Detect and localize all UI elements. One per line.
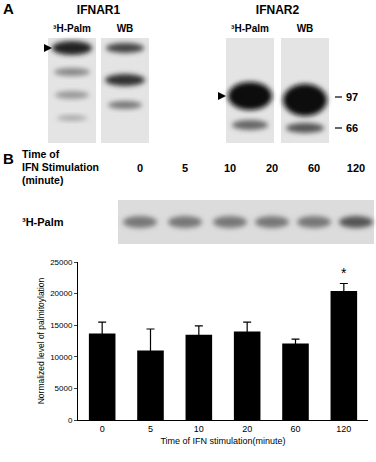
svg-text:15000: 15000: [50, 321, 73, 330]
svg-text:60: 60: [290, 424, 300, 434]
svg-text:60: 60: [308, 162, 320, 174]
svg-text:B: B: [3, 150, 14, 167]
svg-text:97: 97: [346, 91, 358, 103]
svg-text:A: A: [3, 0, 14, 17]
svg-text:20000: 20000: [50, 289, 73, 298]
svg-text:IFN Stimulation: IFN Stimulation: [22, 161, 99, 173]
svg-text:0: 0: [100, 424, 105, 434]
svg-text:*: *: [341, 265, 347, 281]
svg-text:0: 0: [68, 416, 73, 425]
svg-text:IFNAR1: IFNAR1: [77, 3, 121, 17]
svg-text:³H-Palm: ³H-Palm: [22, 216, 64, 228]
svg-text:10000: 10000: [50, 353, 73, 362]
svg-text:5000: 5000: [55, 384, 73, 393]
svg-text:Time of IFN stimulation(minute: Time of IFN stimulation(minute): [160, 436, 285, 446]
svg-text:Normalized level of palmitoyla: Normalized level of palmitoylation: [36, 277, 46, 404]
svg-text:10: 10: [224, 162, 236, 174]
svg-text:66: 66: [346, 122, 358, 134]
svg-text:0: 0: [137, 162, 143, 174]
svg-text:WB: WB: [297, 23, 314, 34]
svg-text:³H-Palm: ³H-Palm: [231, 23, 269, 34]
svg-text:³H-Palm: ³H-Palm: [53, 23, 91, 34]
svg-text:(minute): (minute): [22, 174, 63, 186]
svg-text:20: 20: [242, 424, 252, 434]
svg-text:120: 120: [347, 162, 365, 174]
svg-text:20: 20: [266, 162, 278, 174]
svg-text:10: 10: [194, 424, 204, 434]
svg-text:IFNAR2: IFNAR2: [256, 3, 300, 17]
svg-text:5: 5: [182, 162, 188, 174]
svg-text:25000: 25000: [50, 258, 73, 267]
svg-text:5: 5: [148, 424, 153, 434]
svg-text:Time of: Time of: [22, 148, 60, 160]
svg-text:WB: WB: [117, 23, 134, 34]
svg-text:120: 120: [336, 424, 351, 434]
